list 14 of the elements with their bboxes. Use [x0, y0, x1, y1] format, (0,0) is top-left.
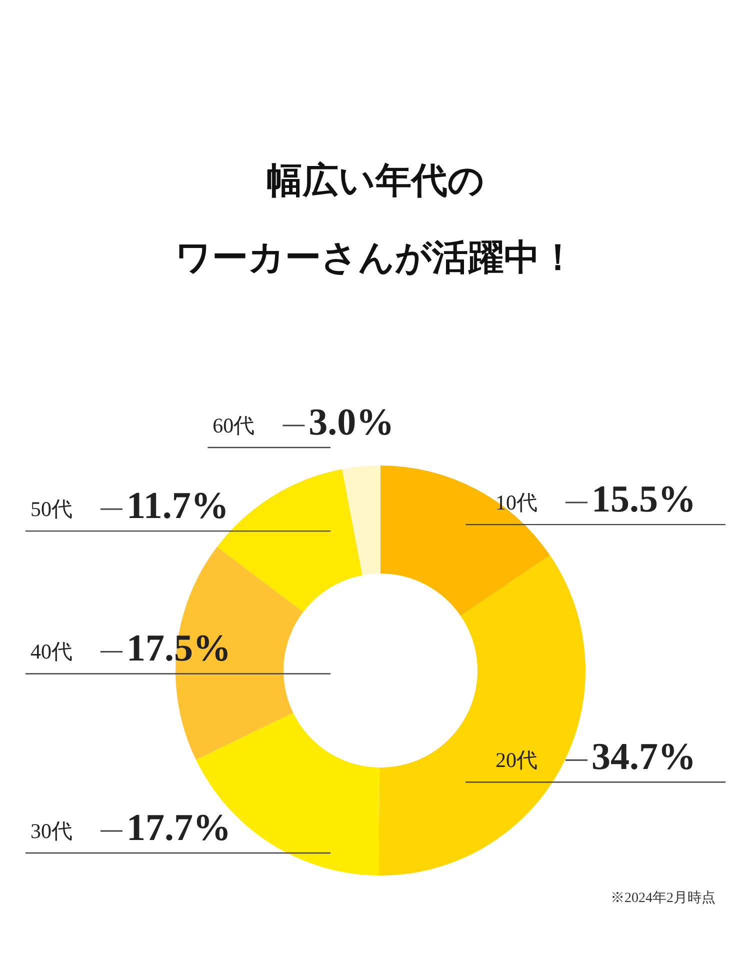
slice-label: 10代	[496, 490, 538, 515]
slice-label: 30代	[30, 818, 72, 843]
text: ※2024年2月時点	[610, 890, 716, 906]
data-label: 17.7%	[126, 806, 231, 849]
slice-label: 60代	[212, 414, 255, 438]
data-label: 11.7%	[126, 485, 229, 528]
data-label: 15.5%	[592, 478, 696, 521]
chart-subtitle: ワーカーさんが活躍中！	[175, 238, 576, 278]
slice-label: 40代	[30, 640, 72, 664]
data-label: 3.0%	[308, 402, 394, 444]
slice-label: 20代	[496, 748, 538, 772]
data-label: 34.7%	[592, 736, 696, 778]
chart-title: 幅広い年代の	[266, 160, 484, 200]
slice-label: 50代	[30, 497, 72, 522]
